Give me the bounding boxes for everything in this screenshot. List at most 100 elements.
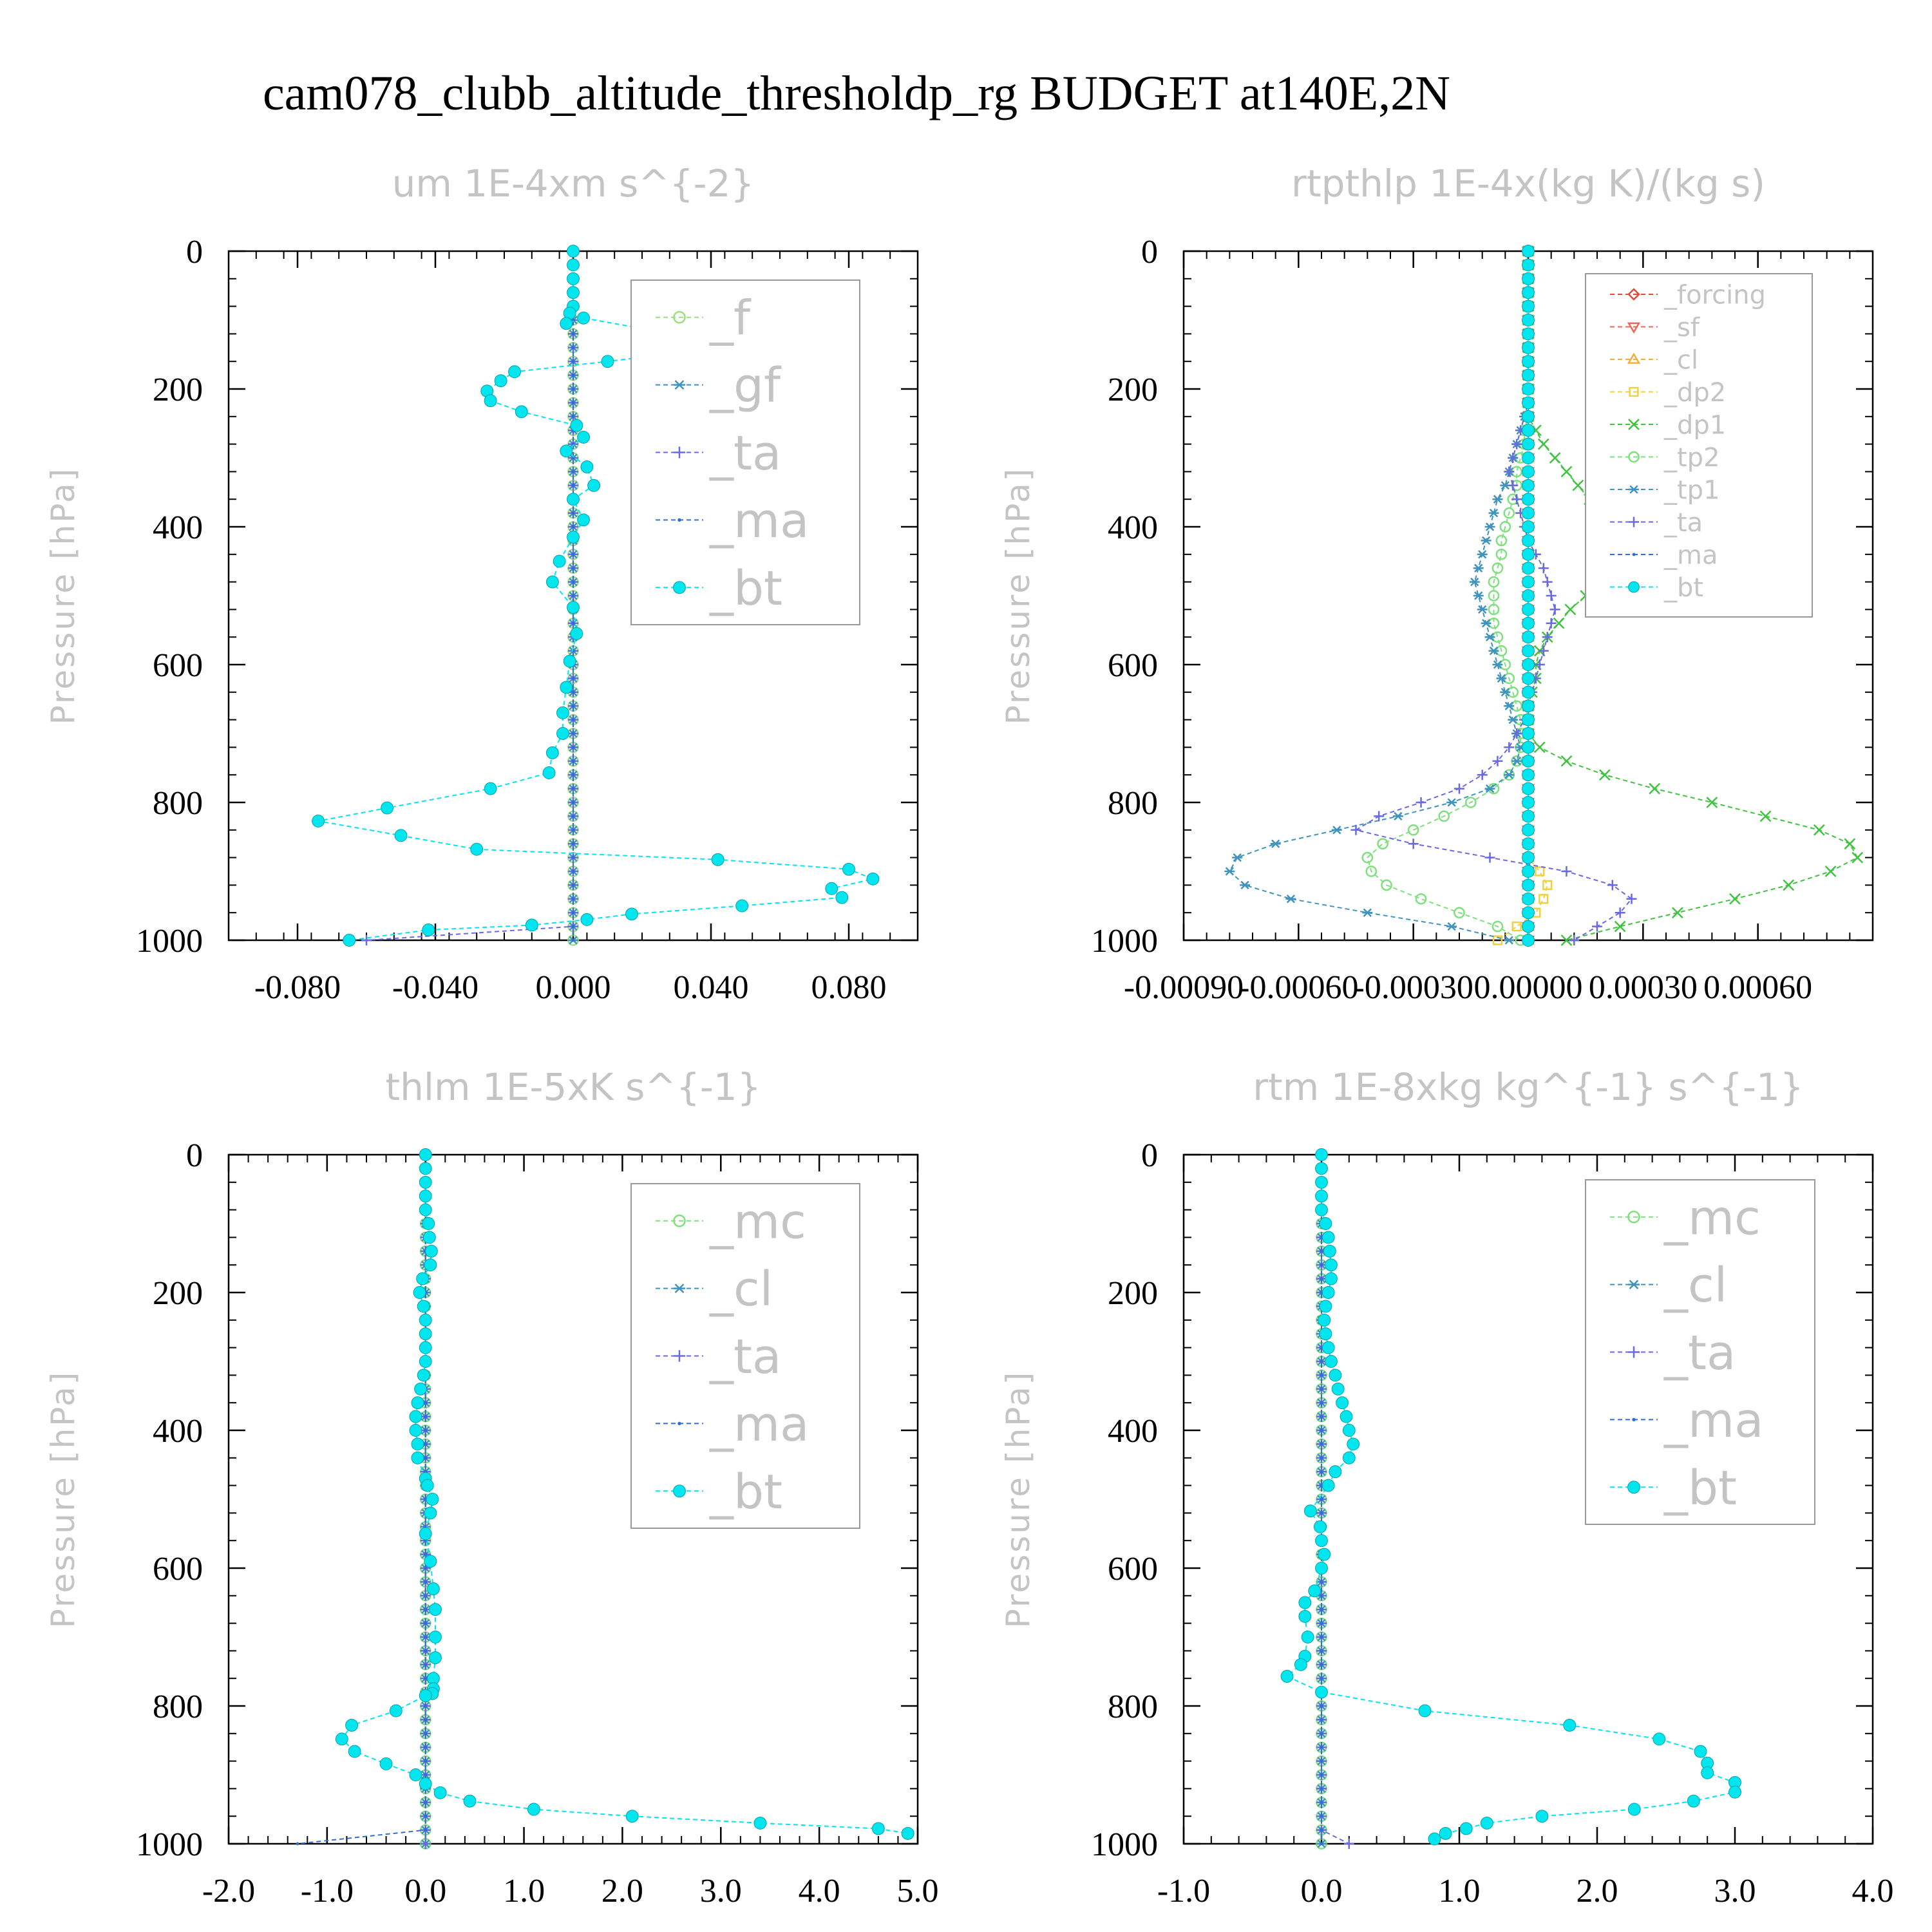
data-point	[1342, 1424, 1356, 1437]
data-point	[1331, 826, 1342, 835]
data-point	[1503, 507, 1515, 519]
legend-label: _ta	[1663, 1325, 1736, 1381]
y-tick-label: 400	[153, 1413, 203, 1450]
data-point	[735, 899, 749, 913]
data-point	[1563, 1719, 1577, 1732]
series-bt	[312, 245, 880, 947]
data-point	[411, 1437, 424, 1451]
data-point	[1553, 617, 1565, 629]
data-point	[1542, 576, 1553, 587]
x-tick-label: 0.00000	[1474, 969, 1583, 1006]
data-point	[1504, 770, 1515, 779]
x-tick-label: 2.0	[601, 1873, 643, 1909]
data-point	[1560, 755, 1573, 767]
legend-label: _tp2	[1663, 443, 1720, 473]
legend-marker	[1628, 1280, 1640, 1289]
data-point	[1477, 605, 1488, 614]
y-tick-label: 1000	[136, 923, 203, 960]
x-tick-label: -0.00030	[1354, 969, 1473, 1006]
data-point	[411, 1396, 424, 1410]
data-point	[419, 1777, 432, 1790]
data-point	[1224, 867, 1235, 876]
data-point	[1381, 879, 1392, 891]
data-point	[1342, 1451, 1356, 1464]
data-point	[1499, 521, 1511, 533]
data-point	[571, 359, 575, 363]
data-point	[1522, 451, 1535, 464]
data-point	[1240, 880, 1251, 890]
data-point	[508, 365, 521, 379]
legend-label: _bt	[1663, 1461, 1737, 1516]
data-point	[1522, 506, 1535, 520]
y-tick-label: 0	[186, 234, 203, 270]
data-point	[1285, 895, 1296, 904]
data-point	[1522, 258, 1535, 272]
x-tick-label: 0.00030	[1589, 969, 1698, 1006]
y-tick-label: 600	[153, 647, 203, 684]
data-point	[419, 1327, 432, 1341]
data-point	[567, 493, 580, 506]
data-point	[424, 1456, 428, 1460]
data-point	[1320, 1814, 1323, 1818]
y-tick-label: 800	[1108, 1689, 1158, 1725]
x-tick-label: 0.040	[674, 969, 749, 1006]
data-point	[1408, 838, 1419, 849]
data-point	[394, 829, 408, 842]
data-point	[1318, 1548, 1331, 1561]
data-point	[419, 1189, 432, 1203]
data-point	[1522, 424, 1535, 437]
legend-label: _ma	[1663, 540, 1718, 570]
data-point	[419, 1689, 432, 1702]
data-point	[1446, 798, 1457, 807]
data-point	[361, 935, 372, 945]
series-line	[1367, 251, 1529, 941]
legend-label: _sf	[1663, 313, 1700, 343]
y-tick-label: 800	[153, 785, 203, 822]
data-point	[1320, 1580, 1323, 1584]
y-tick-label: 0	[1141, 1137, 1158, 1174]
data-point	[1522, 685, 1535, 699]
y-axis-label: Pressure [hPa]	[999, 1370, 1037, 1629]
data-point	[1522, 892, 1535, 905]
data-point	[1546, 591, 1557, 601]
data-point	[1477, 770, 1488, 781]
data-point	[571, 594, 575, 598]
plot-frame	[1182, 1153, 1874, 1845]
data-point	[1522, 782, 1535, 795]
legend-marker	[677, 518, 681, 522]
data-point	[409, 1424, 422, 1437]
data-point	[1320, 1801, 1323, 1804]
data-point	[571, 828, 575, 832]
data-point	[1320, 1443, 1323, 1446]
data-point	[1315, 1562, 1328, 1575]
data-point	[429, 1651, 442, 1665]
data-point	[1416, 797, 1426, 808]
legend-marker	[1628, 581, 1640, 593]
data-point	[409, 1410, 422, 1423]
data-point	[1495, 535, 1508, 547]
data-point	[1321, 1231, 1335, 1244]
data-point	[419, 1313, 432, 1327]
data-point	[1522, 383, 1535, 395]
legend-marker	[674, 1350, 685, 1362]
data-point	[1759, 810, 1772, 822]
data-point	[417, 1368, 430, 1382]
data-point	[1488, 646, 1499, 656]
data-point	[1522, 810, 1535, 823]
data-point	[571, 511, 575, 515]
data-point	[413, 1286, 426, 1299]
data-point	[753, 1816, 767, 1830]
data-point	[842, 862, 855, 876]
data-point	[1492, 562, 1504, 574]
legend: _forcing_sf_cl_dp2_dp1_tp2_tp1_ta_ma_bt	[1585, 273, 1813, 618]
data-point	[560, 317, 573, 330]
legend-label: _cl	[1663, 1258, 1727, 1313]
data-point	[424, 1663, 428, 1667]
data-point	[1844, 838, 1856, 850]
data-point	[389, 1704, 402, 1718]
data-point	[1361, 851, 1374, 864]
data-point	[424, 1594, 428, 1598]
data-point	[1522, 727, 1535, 740]
data-point	[1687, 1794, 1700, 1808]
